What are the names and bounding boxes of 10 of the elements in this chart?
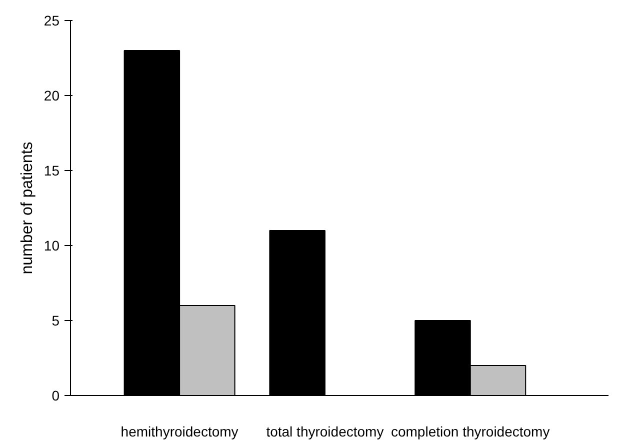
- x-tick-label: completion thyroidectomy: [390, 424, 550, 440]
- x-tick-label: total thyroidectomy: [266, 424, 384, 440]
- x-tick-label: hemithyroidectomy: [120, 424, 238, 440]
- y-tick-label: 20: [44, 88, 60, 104]
- y-tick-label: 15: [44, 162, 60, 178]
- y-tick-label: 5: [52, 312, 60, 328]
- y-tick-label: 0: [52, 388, 60, 404]
- y-tick-label: 25: [44, 12, 60, 28]
- y-tick-label: 10: [44, 238, 60, 254]
- y-axis-title: number of patients: [18, 142, 36, 274]
